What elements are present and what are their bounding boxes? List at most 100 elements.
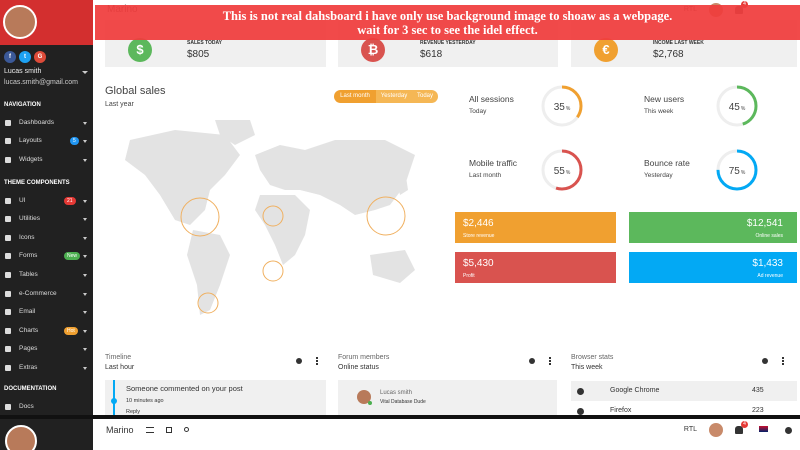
timeline-text: Someone commented on your post — [126, 384, 243, 393]
filter-button[interactable]: Yesterday — [376, 90, 412, 103]
gauge — [716, 149, 758, 191]
nav-arrow — [83, 255, 87, 259]
gauge-title: All sessions — [469, 94, 514, 104]
nav-item[interactable]: UI — [19, 196, 26, 204]
bottom-divider — [0, 415, 800, 419]
nav-item[interactable]: Docs — [19, 402, 34, 410]
gauge-label: 45% — [722, 100, 752, 113]
card-subtitle: This week — [571, 364, 603, 371]
user-name: Lucas smith — [4, 68, 42, 75]
nav-arrow — [83, 218, 87, 222]
gauge-subtitle: Today — [469, 108, 487, 115]
settings-icon — [784, 426, 792, 434]
card-title: Browser stats — [571, 354, 614, 361]
nav-item[interactable]: Extras — [19, 363, 38, 371]
tile-label: Store revenue — [463, 233, 495, 239]
tile-label: Profit — [463, 273, 475, 279]
nav-item[interactable]: Utilities — [19, 215, 40, 223]
nav-arrow — [83, 140, 87, 144]
gauge-value: 75 — [728, 166, 740, 177]
bottom-avatar — [5, 425, 37, 450]
stat-label: SALES TODAY — [187, 40, 223, 46]
bell-icon — [735, 426, 743, 434]
nav-arrow — [83, 158, 87, 162]
gauge-title: Mobile traffic — [469, 158, 518, 168]
nav-item[interactable]: Icons — [19, 233, 35, 241]
nav-item[interactable]: Tables — [19, 270, 38, 278]
nav-arrow — [83, 311, 87, 315]
bottom-bar — [0, 419, 800, 450]
timeline-line — [113, 380, 115, 415]
nav-arrow — [83, 292, 87, 296]
rtl-toggle: RTL — [683, 426, 697, 433]
gear-icon — [762, 358, 768, 364]
stat-value: $2,768 — [653, 49, 684, 60]
stat-value: $805 — [187, 49, 210, 60]
nav-icon — [5, 346, 11, 353]
gauge — [541, 149, 583, 191]
nav-badge: 5 — [70, 137, 79, 146]
forum-box — [338, 380, 557, 415]
nav-item[interactable]: e-Commerce — [19, 289, 57, 297]
tile-label: Ad revenue — [757, 273, 783, 279]
browser-name: Google Chrome — [610, 387, 660, 394]
browser-icon — [576, 387, 584, 395]
gauge-unit: % — [740, 170, 746, 176]
social-button[interactable]: t — [19, 51, 31, 63]
bell-badge: 4 — [741, 1, 748, 8]
stat-value: $618 — [420, 49, 443, 60]
nav-item[interactable]: Dashboards — [19, 118, 55, 126]
world-map — [125, 120, 415, 315]
browser-name: Firefox — [610, 407, 632, 414]
nav-icon — [5, 234, 11, 241]
gauge-unit: % — [565, 106, 571, 112]
tile — [455, 212, 616, 243]
tile-label: Online sales — [755, 233, 783, 239]
gauge-subtitle: Yesterday — [644, 172, 673, 179]
browser-count: 435 — [752, 387, 764, 394]
panel-subtitle: Last year — [105, 101, 134, 108]
stat-icon: ₿ — [361, 38, 385, 62]
gauge-title: New users — [644, 94, 685, 104]
nav-item[interactable]: Widgets — [19, 155, 43, 163]
profile-avatar — [3, 5, 37, 39]
browser-count: 223 — [752, 407, 764, 414]
social-button[interactable]: G — [34, 51, 46, 63]
menu-icon — [146, 427, 154, 433]
stat-label: INCOME LAST WEEK — [653, 40, 704, 46]
nav-item[interactable]: Charts — [19, 326, 39, 334]
social-button[interactable]: f — [4, 51, 16, 63]
stat-icon: € — [594, 38, 618, 62]
reply-link[interactable]: Reply — [126, 409, 141, 415]
nav-arrow — [83, 329, 87, 333]
banner — [95, 5, 800, 40]
gauge-subtitle: This week — [644, 108, 674, 115]
gauge-arc — [716, 149, 758, 191]
tile — [629, 252, 797, 283]
nav-icon — [5, 253, 11, 260]
gauge-label: 75% — [722, 164, 752, 177]
card-title: Timeline — [105, 354, 132, 361]
nav-badge: Hot — [64, 326, 78, 335]
nav-arrow — [83, 348, 87, 352]
nav-arrow — [83, 121, 87, 125]
nav-item[interactable]: Forms — [19, 252, 38, 260]
nav-item[interactable]: Layouts — [19, 137, 42, 145]
gauge-arc — [541, 85, 583, 127]
filter-button[interactable]: Today — [412, 90, 438, 103]
banner-text: wait for 3 sec to see the idel effect. — [357, 23, 538, 37]
tile-value: $12,541 — [746, 218, 783, 229]
nav-badge: New — [64, 252, 81, 261]
tile-value: $1,433 — [752, 258, 783, 269]
gear-icon — [529, 358, 535, 364]
filter-button[interactable]: Last month — [334, 90, 376, 103]
nav-icon — [5, 327, 11, 334]
nav-icon — [5, 216, 11, 223]
nav-item[interactable]: Pages — [19, 345, 38, 353]
nav-icon — [5, 119, 11, 126]
member-avatar — [357, 390, 371, 404]
nav-arrow — [83, 199, 87, 203]
nav-item[interactable]: Email — [19, 308, 36, 316]
gauge-arc — [716, 85, 758, 127]
